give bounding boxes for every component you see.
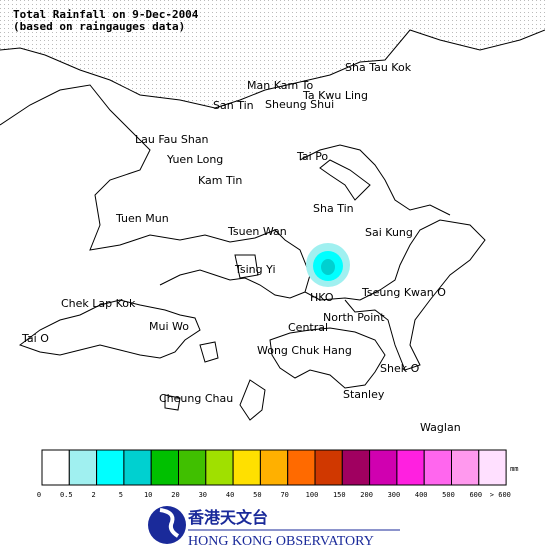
legend-swatch [96,449,125,486]
place-label: Sai Kung [365,226,413,239]
lantau-island [18,299,201,359]
place-label: Tseung Kwan O [361,286,446,299]
place-label: Ta Kwu Ling [302,89,368,102]
title-line: Total Rainfall on 9-Dec-2004 [13,8,199,21]
coastline-tolo [299,144,451,216]
place-label: Tai Po [296,150,328,163]
logo-english: HONG KONG OBSERVATORY [188,534,374,549]
legend-label: 200 [360,491,373,499]
legend-label: 20 [171,491,179,499]
place-label: Stanley [343,388,385,401]
legend-label: 0 [37,491,41,499]
coastline-new-territories [0,84,486,371]
legend-label: 10 [144,491,152,499]
place-label: Man Kam To [247,79,314,92]
place-label: Shek O [380,362,420,375]
legend-label: 5 [119,491,123,499]
legend-swatch [205,449,234,486]
legend-swatch [451,449,480,486]
place-label: Wong Chuk Hang [257,344,352,357]
border [0,29,545,109]
logo-swirl [159,508,180,538]
small-islands [164,254,266,421]
legend-label: > 600 [490,491,511,499]
place-label: Sheung Shui [265,98,334,111]
legend-swatch [369,449,398,486]
legend-label: 150 [333,491,346,499]
legend-label: 2 [91,491,95,499]
place-label: Lau Fau Shan [135,133,209,146]
title-line: (based on raingauges data) [13,20,185,33]
logo-chinese: 香港天文台 [187,508,268,527]
legend-swatch [314,449,343,486]
place-label: Sha Tau Kok [345,61,412,74]
legend-label: 300 [388,491,401,499]
place-label: Central [288,321,328,334]
legend-label: 500 [442,491,455,499]
legend-label: 30 [199,491,207,499]
place-label: Tsing Yi [234,263,276,276]
legend-swatch [232,449,261,486]
legend-swatch [478,449,507,486]
legend-swatch [123,449,152,486]
place-label: Cheung Chau [159,392,233,405]
logo: 香港天文台 HONG KONG OBSERVATORY [148,506,400,549]
legend-label: 100 [306,491,319,499]
legend-label: 50 [253,491,261,499]
rainfall-area-core [321,259,335,275]
legend-swatch [423,449,453,486]
place-label: North Point [323,311,385,324]
place-label: Waglan [420,421,461,434]
legend-swatch [41,449,70,486]
place-label: Chek Lap Kok [61,297,136,310]
place-label: Tai O [21,332,49,345]
legend-unit: mm [510,465,518,473]
place-label: Mui Wo [149,320,189,333]
legend-swatch [68,449,98,486]
mainland-china [0,0,545,108]
legend-swatch [150,449,179,486]
place-label: Sha Tin [313,202,354,215]
place-label: Tsuen Wan [227,225,287,238]
legend-label: 40 [226,491,234,499]
legend-swatch [396,449,425,486]
legend-label: 600 [469,491,482,499]
place-label: Tuen Mun [115,212,169,225]
hong-kong-island [269,327,386,389]
legend-label: 400 [415,491,428,499]
place-label: Kam Tin [198,174,242,187]
legend-swatch [259,449,289,486]
place-label: HKO [310,291,334,304]
legend-label: 0.5 [60,491,73,499]
legend-swatch [287,449,316,486]
place-label: Yuen Long [166,153,223,166]
legend-swatch [178,449,207,486]
legend-swatch [341,449,371,486]
legend-label: 70 [280,491,288,499]
place-label: San Tin [213,99,254,112]
